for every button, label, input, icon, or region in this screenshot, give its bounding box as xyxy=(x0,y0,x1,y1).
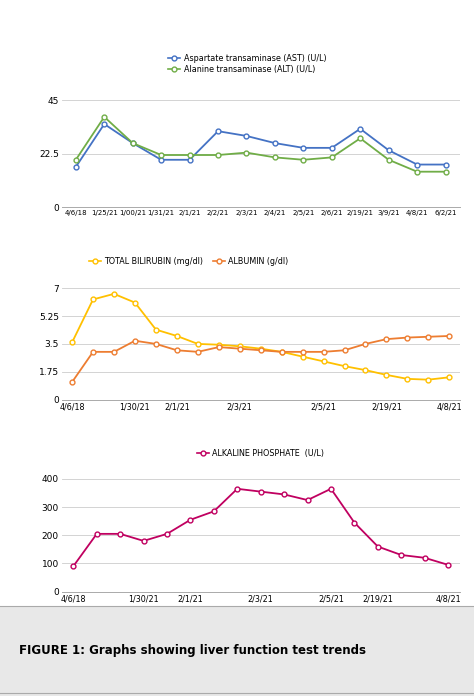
Legend: TOTAL BILIRUBIN (mg/dl), ALBUMIN (g/dl): TOTAL BILIRUBIN (mg/dl), ALBUMIN (g/dl) xyxy=(85,253,292,269)
Legend: Aspartate transaminase (AST) (U/L), Alanine transaminase (ALT) (U/L): Aspartate transaminase (AST) (U/L), Alan… xyxy=(165,51,329,77)
Text: FIGURE 1: Graphs showing liver function test trends: FIGURE 1: Graphs showing liver function … xyxy=(19,644,366,657)
Legend: ALKALINE PHOSPHATE  (U/L): ALKALINE PHOSPHATE (U/L) xyxy=(194,445,328,461)
